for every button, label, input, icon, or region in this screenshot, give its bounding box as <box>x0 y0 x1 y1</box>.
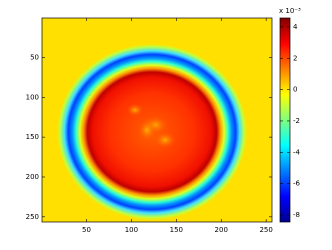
axes-box <box>41 17 273 223</box>
colorbar-tick-label: 0 <box>293 86 297 94</box>
y-tick-label: 150 <box>26 133 39 141</box>
colorbar-tick-label: -4 <box>293 148 301 156</box>
colorbar-exponent: x 10⁻³ <box>279 7 301 15</box>
colorbar-tick-label: -8 <box>293 211 300 219</box>
x-tick-label: 50 <box>82 226 91 234</box>
y-tick-label: 200 <box>26 173 39 181</box>
colorbar-tick-label: -6 <box>293 180 301 188</box>
colorbar-tick-label: 4 <box>293 23 298 31</box>
y-tick-label: 250 <box>26 213 39 221</box>
heatmap-image <box>42 18 272 222</box>
colorbar <box>279 17 291 223</box>
colorbar-tick-label: 2 <box>293 54 297 62</box>
colorbar-tick-label: -2 <box>293 117 300 125</box>
y-tick-label: 100 <box>26 93 39 101</box>
x-tick-label: 200 <box>215 226 228 234</box>
x-tick-label: 250 <box>259 226 272 234</box>
x-tick-label: 150 <box>170 226 183 234</box>
x-tick-label: 100 <box>125 226 138 234</box>
y-tick-label: 50 <box>30 53 39 61</box>
